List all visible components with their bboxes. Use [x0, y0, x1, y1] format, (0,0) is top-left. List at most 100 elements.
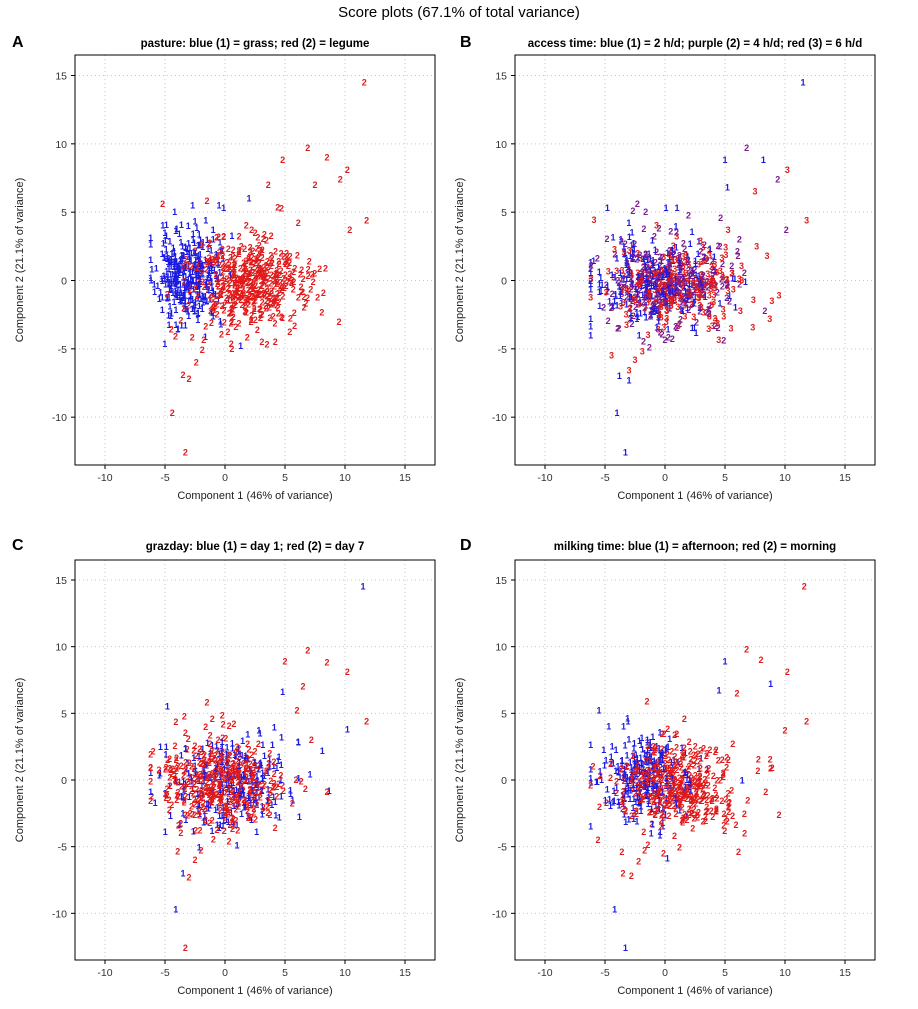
data-point-1: 1: [666, 325, 671, 335]
data-point-2: 2: [253, 815, 258, 825]
data-point-2: 2: [170, 408, 175, 418]
data-point-2: 2: [678, 315, 683, 325]
data-point-1: 1: [633, 750, 638, 760]
data-point-2: 2: [247, 765, 252, 775]
data-point-1: 1: [682, 298, 687, 308]
data-point-2: 2: [239, 280, 244, 290]
data-point-2: 2: [292, 308, 297, 318]
data-point-2: 2: [640, 794, 645, 804]
data-point-2: 2: [236, 802, 241, 812]
data-point-2: 2: [210, 714, 215, 724]
data-point-1: 1: [162, 228, 167, 238]
data-point-2: 2: [262, 229, 267, 239]
data-point-2: 2: [249, 750, 254, 760]
data-point-1: 1: [209, 263, 214, 273]
data-point-2: 2: [272, 282, 277, 292]
data-point-1: 1: [221, 203, 226, 213]
data-point-2: 2: [217, 779, 222, 789]
data-point-3: 3: [731, 284, 736, 294]
data-point-1: 1: [193, 255, 198, 265]
data-point-1: 1: [241, 791, 246, 801]
data-point-2: 2: [672, 752, 677, 762]
data-point-3: 3: [619, 289, 624, 299]
data-point-1: 1: [201, 818, 206, 828]
data-point-2: 2: [182, 711, 187, 721]
data-point-1: 1: [650, 258, 655, 268]
data-point-2: 2: [228, 820, 233, 830]
data-point-1: 1: [166, 253, 171, 263]
data-point-1: 1: [237, 790, 242, 800]
data-point-1: 1: [651, 260, 656, 270]
data-point-3: 3: [712, 279, 717, 289]
data-point-2: 2: [217, 779, 222, 789]
y-axis-label: Component 2 (21.1% of variance): [14, 178, 26, 342]
data-point-1: 1: [651, 770, 656, 780]
data-point-2: 2: [736, 251, 741, 261]
data-point-1: 1: [624, 300, 629, 310]
data-point-1: 1: [597, 267, 602, 277]
data-point-2: 2: [234, 770, 239, 780]
data-point-1: 1: [634, 308, 639, 318]
data-point-1: 1: [687, 285, 692, 295]
data-point-2: 2: [252, 787, 257, 797]
data-point-3: 3: [672, 289, 677, 299]
data-point-2: 2: [222, 826, 227, 836]
data-point-2: 2: [675, 277, 680, 287]
data-point-2: 2: [236, 752, 241, 762]
data-point-2: 2: [681, 239, 686, 249]
data-point-2: 2: [635, 289, 640, 299]
data-point-2: 2: [220, 747, 225, 757]
data-point-2: 2: [183, 758, 188, 768]
data-point-1: 1: [649, 281, 654, 291]
data-point-1: 1: [201, 765, 206, 775]
data-point-2: 2: [702, 791, 707, 801]
data-point-1: 1: [588, 258, 593, 268]
data-point-2: 2: [232, 280, 237, 290]
data-point-2: 2: [658, 328, 663, 338]
data-point-1: 1: [254, 787, 259, 797]
data-point-1: 1: [245, 730, 250, 740]
data-point-1: 1: [253, 761, 258, 771]
data-point-2: 2: [653, 791, 658, 801]
data-point-1: 1: [646, 765, 651, 775]
data-point-3: 3: [699, 303, 704, 313]
data-point-3: 3: [629, 295, 634, 305]
data-point-1: 1: [203, 291, 208, 301]
data-point-1: 1: [164, 220, 169, 230]
data-point-1: 1: [700, 274, 705, 284]
data-point-2: 2: [277, 270, 282, 280]
data-point-1: 1: [262, 771, 267, 781]
data-point-2: 2: [231, 312, 236, 322]
data-point-1: 1: [176, 270, 181, 280]
data-point-2: 2: [670, 794, 675, 804]
panel-letter: C: [12, 537, 24, 554]
data-point-3: 3: [672, 296, 677, 306]
data-point-2: 2: [225, 274, 230, 284]
data-point-2: 2: [673, 322, 678, 332]
data-point-2: 2: [204, 759, 209, 769]
data-point-2: 2: [227, 837, 232, 847]
data-point-2: 2: [244, 220, 249, 230]
data-point-3: 3: [626, 366, 631, 376]
data-point-1: 1: [660, 803, 665, 813]
data-point-1: 1: [197, 274, 202, 284]
data-point-2: 2: [659, 788, 664, 798]
data-point-2: 2: [186, 301, 191, 311]
data-point-1: 1: [716, 686, 721, 696]
y-tick-label: 15: [55, 71, 67, 83]
data-point-2: 2: [241, 273, 246, 283]
data-point-2: 2: [691, 750, 696, 760]
data-point-2: 2: [641, 297, 646, 307]
data-point-3: 3: [659, 288, 664, 298]
data-point-1: 1: [628, 292, 633, 302]
data-point-2: 2: [257, 265, 262, 275]
data-point-1: 1: [166, 292, 171, 302]
data-point-1: 1: [180, 809, 185, 819]
data-point-1: 1: [642, 774, 647, 784]
data-point-2: 2: [686, 266, 691, 276]
data-point-2: 2: [269, 288, 274, 298]
data-point-2: 2: [237, 247, 242, 257]
data-point-3: 3: [656, 301, 661, 311]
data-point-2: 2: [312, 180, 317, 190]
data-point-1: 1: [174, 224, 179, 234]
